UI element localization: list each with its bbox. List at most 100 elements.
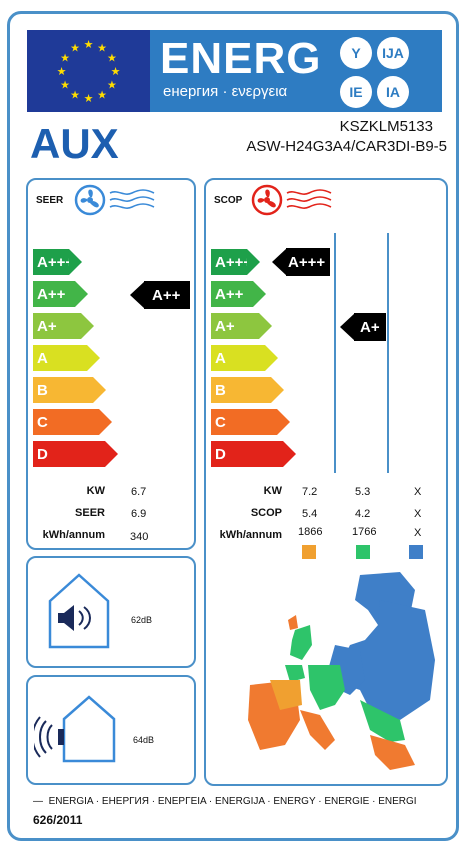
eu-star-icon: ★ [84, 39, 94, 51]
scop-class-label: A [215, 349, 226, 367]
energy-subtitle: енергия · ενεργεια [163, 83, 288, 100]
lang-circle-ie: IE [340, 76, 372, 108]
scop-average-rating-arrow: A+ [340, 313, 386, 341]
seer-class-label: A [37, 349, 48, 367]
eu-star-icon: ★ [111, 66, 121, 78]
scop-class-tip-icon [259, 313, 272, 339]
brand-text: AUX [30, 124, 119, 162]
fan-heating-icon [251, 184, 332, 216]
eu-star-icon: ★ [70, 89, 80, 101]
scop-kw-label: KW [263, 485, 282, 497]
outdoor-noise-panel [26, 675, 196, 785]
seer-class-label: A+++ [37, 253, 75, 271]
scop-class-tip-icon [283, 441, 296, 467]
zone-warm-swatch [302, 545, 316, 559]
scop-scop-cold: X [414, 508, 422, 520]
scop-kwh-average: 1766 [352, 526, 377, 538]
scop-class-bar: A+++ [211, 249, 260, 275]
lang-circle-ija: IJA [377, 37, 409, 69]
scop-kw-warm: 7.2 [302, 486, 318, 498]
scop-class-bar: A [211, 345, 278, 371]
footer-languages: — ENERGIA · ЕНЕРГИЯ · ENEPΓΕΙΑ · ENERGIJ… [33, 796, 417, 807]
eu-stars-icon: ★ ★★★★★★★★★★★ [57, 39, 121, 105]
scop-kw-cold: X [414, 486, 422, 498]
scop-scop-warm: 5.4 [302, 508, 318, 520]
scop-class-tip-icon [277, 409, 290, 435]
seer-class-label: D [37, 445, 48, 463]
seer-class-bar: D [33, 441, 118, 467]
seer-class-tip-icon [81, 313, 94, 339]
seer-class-bar: A+++ [33, 249, 82, 275]
indoor-noise-panel [26, 556, 196, 668]
indoor-unit-speaker-icon [48, 573, 110, 649]
scop-average-arrow-tip-icon [340, 313, 355, 341]
eu-star-icon: ★ [60, 80, 70, 92]
seer-seer-label: SEER [75, 507, 105, 519]
model-indoor: KSZKLM5133 [339, 118, 433, 135]
eu-flag: ★ ★ ★ ★ ★ ★ ★ ★ ★ ★ ★ ★ [27, 30, 150, 112]
eu-star-icon: ★ [97, 43, 107, 55]
scop-class-tip-icon [253, 281, 266, 307]
seer-class-label: C [37, 413, 48, 431]
scop-class-tip-icon [271, 377, 284, 403]
seer-kwh-value: 340 [130, 531, 149, 543]
eu-star-icon: ★ [84, 93, 94, 105]
eu-star-icon: ★ [70, 43, 80, 55]
seer-title: SEER [36, 195, 64, 206]
seer-class-tip-icon [75, 281, 88, 307]
scop-panel [204, 178, 448, 786]
seer-seer-value: 6.9 [131, 508, 147, 520]
seer-class-bar: C [33, 409, 112, 435]
indoor-noise-value: 62dB [131, 615, 153, 625]
seer-class-label: A++ [37, 285, 66, 303]
europe-climate-map [248, 572, 435, 770]
seer-class-tip-icon [69, 249, 82, 275]
zone-average-swatch [356, 545, 370, 559]
seer-kw-label: KW [86, 485, 105, 497]
scop-class-bar: D [211, 441, 296, 467]
seer-class-tip-icon [93, 377, 106, 403]
scop-kw-average: 5.3 [355, 486, 371, 498]
scop-kwh-label: kWh/annum [219, 529, 282, 541]
scop-class-bar: A+ [211, 313, 272, 339]
seer-rating-arrow-tip-icon [130, 281, 145, 309]
outdoor-unit-speaker-icon [34, 695, 116, 763]
seer-class-tip-icon [105, 441, 118, 467]
seer-rating-text: A++ [152, 286, 181, 304]
eu-star-icon: ★ [97, 89, 107, 101]
scop-class-label: C [215, 413, 226, 431]
eu-star-icon: ★ [60, 53, 70, 65]
regulation-number: 626/2011 [33, 813, 83, 827]
brand-logo: AUX [30, 124, 119, 162]
seer-panel [26, 178, 196, 550]
seer-class-tip-icon [99, 409, 112, 435]
seer-class-label: B [37, 381, 48, 399]
scop-divider-2 [387, 233, 389, 473]
fan-cooling-icon [74, 184, 155, 216]
scop-warm-rating-text: A+++ [288, 253, 326, 271]
label-frame [7, 11, 459, 841]
seer-class-bar: A [33, 345, 100, 371]
scop-kwh-cold: X [414, 527, 422, 539]
lang-circle-ia: IA [377, 76, 409, 108]
scop-divider-1 [334, 233, 336, 473]
scop-scop-label: SCOP [250, 507, 282, 519]
eu-star-icon: ★ [57, 66, 67, 78]
seer-class-bar: A+ [33, 313, 94, 339]
seer-rating-arrow: A++ [130, 281, 190, 309]
seer-class-tip-icon [87, 345, 100, 371]
seer-class-bar: A++ [33, 281, 88, 307]
scop-class-bar: A++ [211, 281, 266, 307]
footer-languages-text: ENERGIA · ЕНЕРГИЯ · ENEPΓΕΙΑ · ENERGIJA … [48, 796, 417, 807]
eu-star-icon: ★ [107, 80, 117, 92]
scop-class-label: B [215, 381, 226, 399]
seer-kw-value: 6.7 [131, 486, 147, 498]
lang-circle-y: Y [340, 37, 372, 69]
scop-class-label: D [215, 445, 226, 463]
scop-warm-arrow-tip-icon [272, 248, 287, 276]
scop-class-tip-icon [265, 345, 278, 371]
zone-cold-swatch [409, 545, 423, 559]
scop-kwh-warm: 1866 [298, 526, 323, 538]
seer-class-label: A+ [37, 317, 57, 335]
energy-word: ENERG [160, 34, 322, 83]
